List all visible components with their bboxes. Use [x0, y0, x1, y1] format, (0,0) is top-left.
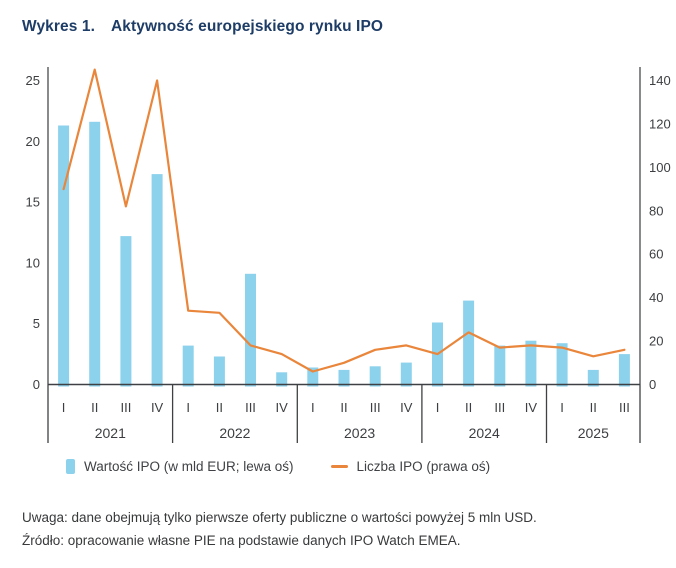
chart-notes: Uwaga: dane obejmują tylko pierwsze ofer…: [22, 506, 537, 552]
quarter-label: II: [590, 400, 597, 415]
axes: [47, 67, 641, 443]
bar-2025-II: [587, 369, 599, 387]
quarter-label: II: [340, 400, 347, 415]
legend-line-label: Liczba IPO (prawa oś): [356, 459, 491, 474]
ipo-chart: 0 5 10 15 20 25 0 20 40 60 80 100 120 140 I II III IV 2021…: [0, 55, 676, 445]
quarter-label: II: [465, 400, 472, 415]
quarter-label: I: [311, 400, 315, 415]
quarter-label: I: [62, 400, 66, 415]
bar-2021-I: [58, 125, 70, 387]
right-tick-label: 60: [649, 247, 663, 262]
note-uwaga: Uwaga: dane obejmują tylko pierwsze ofer…: [22, 510, 537, 525]
bar-2023-II: [338, 369, 350, 387]
bar-2022-II: [213, 356, 225, 387]
right-tick-label: 100: [649, 160, 671, 175]
line-swatch-icon: [330, 465, 348, 468]
right-tick-label: 140: [649, 73, 671, 88]
quarter-label: IV: [400, 400, 413, 415]
chart-legend: Wartość IPO (w mld EUR; lewa oś) Liczba …: [66, 459, 490, 474]
left-tick-label: 5: [33, 316, 40, 331]
bar-2022-IV: [276, 372, 288, 387]
bar-2023-I: [307, 367, 319, 387]
right-axis-ticks: 0 20 40 60 80 100 120 140: [649, 73, 671, 392]
bar-2024-IV: [525, 340, 537, 387]
bar-2023-III: [369, 366, 381, 387]
quarter-label: III: [120, 400, 131, 415]
right-tick-label: 40: [649, 290, 663, 305]
note-zrodlo: Źródło: opracowanie własne PIE na podsta…: [22, 533, 461, 548]
left-axis-ticks: 0 5 10 15 20 25: [26, 73, 40, 392]
right-tick-label: 80: [649, 203, 663, 218]
bar-2025-I: [556, 343, 568, 387]
bar-2022-I: [182, 345, 194, 387]
bar-2024-II: [463, 300, 475, 387]
right-tick-label: 0: [649, 377, 656, 392]
left-tick-label: 15: [26, 195, 40, 210]
bar-2021-II: [89, 121, 101, 387]
year-label: 2024: [469, 425, 500, 441]
quarter-label: I: [436, 400, 440, 415]
year-label: 2025: [578, 425, 609, 441]
legend-bar-label: Wartość IPO (w mld EUR; lewa oś): [84, 459, 294, 474]
quarter-label: I: [560, 400, 564, 415]
right-tick-label: 20: [649, 334, 663, 349]
bar-2025-III: [618, 354, 630, 387]
chart-title: Wykres 1. Aktywność europejskiego rynku I…: [22, 18, 383, 36]
left-tick-label: 10: [26, 255, 40, 270]
bar-2021-III: [120, 236, 132, 387]
year-label: 2022: [219, 425, 250, 441]
quarter-label: II: [91, 400, 98, 415]
ipo-count-line: [62, 68, 626, 373]
quarter-label: II: [216, 400, 223, 415]
quarter-label: I: [186, 400, 190, 415]
quarter-label: IV: [525, 400, 538, 415]
quarter-label: IV: [276, 400, 289, 415]
bar-swatch-icon: [66, 459, 75, 474]
bar-2022-III: [245, 273, 256, 387]
quarter-label: IV: [151, 400, 164, 415]
right-tick-label: 120: [649, 116, 671, 131]
chart-number: Wykres 1.: [22, 18, 95, 35]
left-tick-label: 25: [26, 73, 40, 88]
year-label: 2023: [344, 425, 375, 441]
left-tick-label: 0: [33, 377, 40, 392]
chart-title-text: Aktywność europejskiego rynku IPO: [111, 18, 384, 35]
left-tick-label: 20: [26, 134, 40, 149]
bar-2023-IV: [400, 362, 412, 387]
bar-2021-IV: [151, 174, 163, 387]
quarter-label: III: [494, 400, 505, 415]
year-label: 2021: [95, 425, 126, 441]
quarter-label: III: [245, 400, 256, 415]
quarter-label: III: [619, 400, 630, 415]
quarter-label: III: [370, 400, 381, 415]
bar-2024-III: [494, 345, 506, 387]
